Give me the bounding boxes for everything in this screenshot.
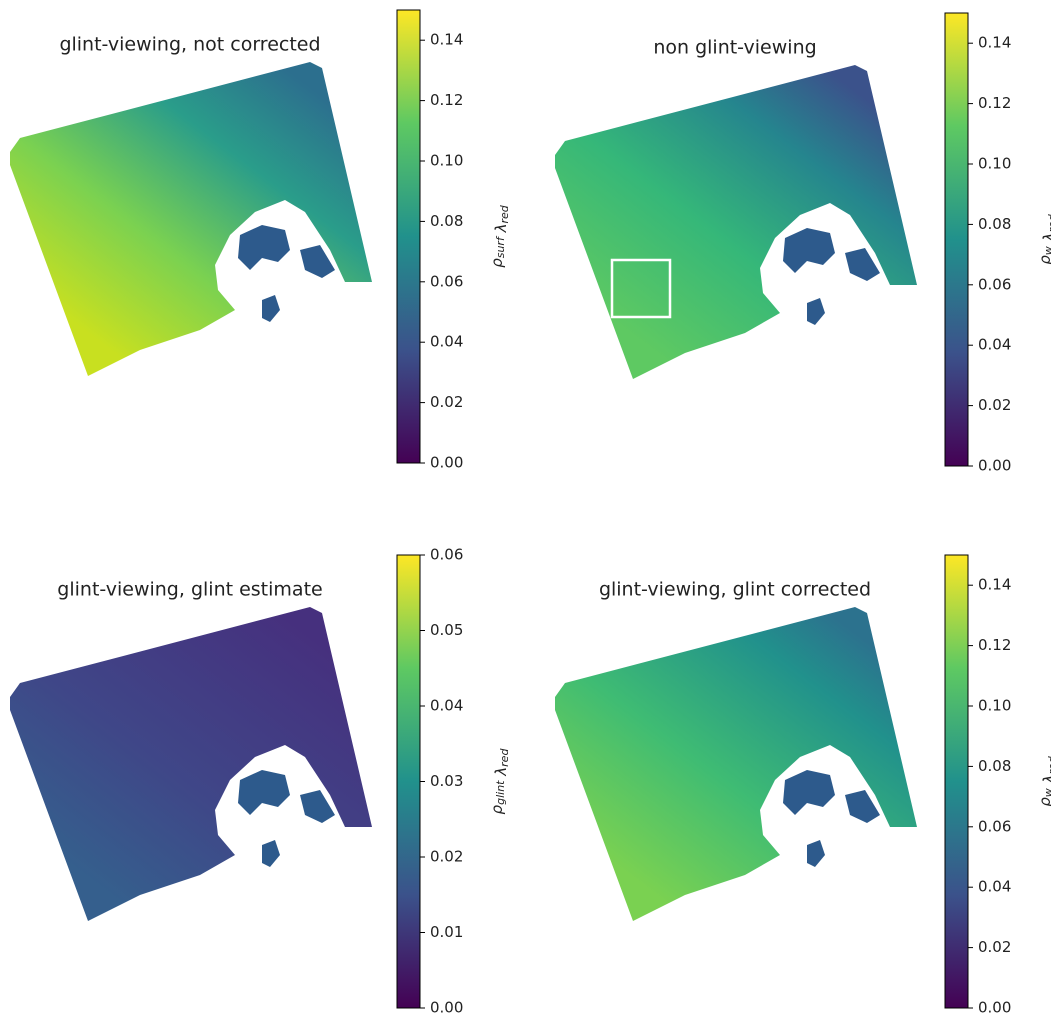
colorbar-label: ρw λred: [1036, 213, 1051, 264]
label-symbol: ρ: [1036, 255, 1051, 265]
label-subscript: red: [498, 204, 511, 223]
land-feature: [783, 770, 835, 815]
colorbar-tick-label: 0.03: [430, 772, 463, 790]
colorbar-tick-label: 0.06: [430, 546, 463, 564]
colorbar-tick-label: 0.08: [430, 212, 463, 230]
land-feature: [807, 840, 825, 867]
colorbar-tick-label: 0.04: [978, 336, 1011, 354]
land-feature: [262, 840, 280, 867]
colorbar: [396, 554, 421, 1009]
map-panel: [555, 65, 917, 379]
land-feature: [238, 225, 290, 270]
land-feature: [262, 295, 280, 322]
label-symbol: λ: [492, 223, 510, 233]
land-feature: [300, 245, 335, 278]
map-panel: [10, 607, 372, 921]
colorbar-tick-label: 0.00: [430, 454, 463, 472]
land-feature: [300, 790, 335, 823]
map-image: [10, 62, 372, 376]
land-feature: [845, 248, 880, 281]
colorbar-tick-label: 0.02: [430, 848, 463, 866]
colorbar-tick-label: 0.02: [978, 396, 1011, 414]
map-image: [10, 607, 372, 921]
map-image: [555, 607, 917, 921]
label-subscript: red: [1046, 755, 1051, 774]
colorbar-tick-label: 0.00: [978, 999, 1011, 1017]
colorbar-tick-label: 0.10: [430, 152, 463, 170]
label-subscript: red: [1046, 213, 1051, 232]
label-subscript: glint: [494, 780, 507, 805]
colorbar-tick-label: 0.00: [430, 999, 463, 1017]
colorbar-tick-label: 0.01: [430, 923, 463, 941]
colorbar-tick-label: 0.02: [978, 938, 1011, 956]
colorbar-tick-label: 0.12: [430, 91, 463, 109]
colorbar-label: ρglint λred: [488, 748, 512, 815]
label-symbol: λ: [1040, 233, 1051, 243]
colorbar: [944, 554, 969, 1009]
label-symbol: ρ: [1036, 797, 1051, 807]
colorbar-tick-label: 0.12: [978, 636, 1011, 654]
panel-title: glint-viewing, glint estimate: [57, 579, 322, 601]
panel-title: glint-viewing, not corrected: [59, 34, 320, 56]
region-box: [610, 258, 672, 319]
colorbar-tick-label: 0.06: [978, 817, 1011, 835]
colorbar-tick-label: 0.08: [978, 215, 1011, 233]
label-symbol: ρ: [488, 258, 506, 268]
colorbar-tick-label: 0.04: [430, 333, 463, 351]
colorbar-tick-label: 0.14: [978, 34, 1011, 52]
label-subscript: red: [498, 748, 511, 767]
colorbar-tick-label: 0.02: [430, 393, 463, 411]
colorbar-tick-label: 0.06: [430, 272, 463, 290]
colorbar-tick-label: 0.00: [978, 457, 1011, 475]
map-panel: [555, 607, 917, 921]
colorbar: [944, 12, 969, 467]
colorbar-tick-label: 0.05: [430, 621, 463, 639]
label-symbol: λ: [492, 767, 510, 777]
label-symbol: λ: [1040, 775, 1051, 785]
colorbar-tick-label: 0.12: [978, 94, 1011, 112]
colorbar-label: ρw λred: [1036, 755, 1051, 806]
label-subscript: w: [1042, 246, 1051, 255]
land-feature: [845, 790, 880, 823]
land-feature: [807, 298, 825, 325]
colorbar: [396, 9, 421, 464]
map-image: [555, 65, 917, 379]
colorbar-tick-label: 0.08: [978, 757, 1011, 775]
label-symbol: ρ: [488, 804, 506, 814]
label-subscript: w: [1042, 788, 1051, 797]
map-panel: [10, 62, 372, 376]
colorbar-tick-label: 0.14: [978, 576, 1011, 594]
land-feature: [783, 228, 835, 273]
colorbar-tick-label: 0.14: [430, 31, 463, 49]
colorbar-tick-label: 0.04: [430, 697, 463, 715]
panel-title: non glint-viewing: [653, 37, 816, 59]
label-subscript: surf: [494, 235, 507, 258]
colorbar-label: ρsurf λred: [488, 204, 512, 268]
panel-title: glint-viewing, glint corrected: [599, 579, 871, 601]
colorbar-tick-label: 0.10: [978, 697, 1011, 715]
colorbar-tick-label: 0.06: [978, 275, 1011, 293]
land-feature: [238, 770, 290, 815]
colorbar-tick-label: 0.04: [978, 878, 1011, 896]
colorbar-tick-label: 0.10: [978, 155, 1011, 173]
